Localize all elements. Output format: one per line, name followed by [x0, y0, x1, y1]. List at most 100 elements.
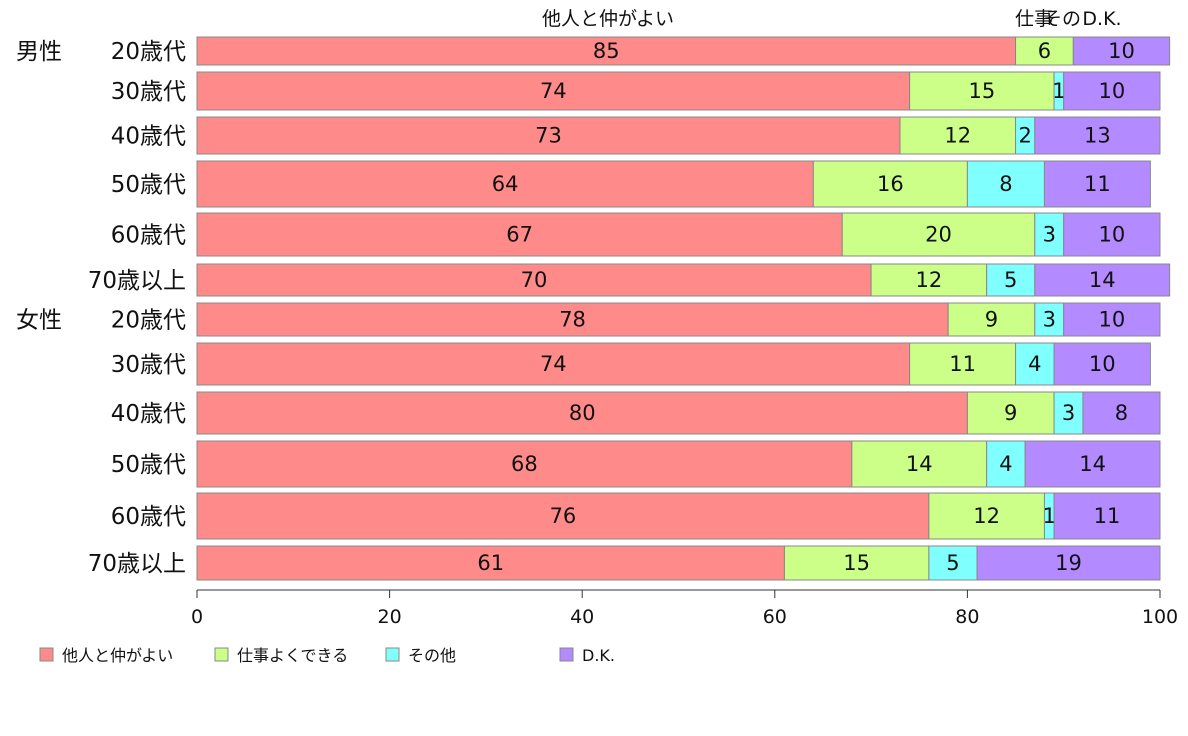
category-label: 70歳以上: [88, 551, 186, 577]
data-label: 70: [521, 268, 548, 292]
legend-swatch: [559, 647, 574, 662]
x-tick-label: 60: [763, 606, 787, 628]
bar-segment: [196, 116, 901, 155]
group-label: 男性: [16, 39, 62, 65]
x-tick-label: 100: [1142, 606, 1178, 628]
bar-segment: [976, 545, 1161, 581]
bar-segment: [196, 342, 911, 386]
data-label: 64: [492, 172, 519, 196]
data-label: 2: [1018, 124, 1031, 148]
bar-segment: [1043, 160, 1151, 208]
legend-swatch: [214, 647, 229, 662]
group-label: 女性: [16, 308, 62, 334]
data-label: 1: [1052, 79, 1065, 103]
bar-segment: [1053, 391, 1084, 435]
data-label: 19: [1055, 551, 1082, 575]
data-label: 8: [999, 172, 1012, 196]
bar-segment: [1034, 212, 1065, 257]
bar-segment: [196, 492, 930, 540]
category-label: 40歳代: [111, 401, 186, 427]
data-label: 4: [999, 452, 1012, 476]
legend-label: D.K.: [582, 646, 615, 665]
data-label: 14: [1089, 268, 1116, 292]
data-label: 85: [593, 39, 620, 63]
data-label: 11: [1094, 504, 1121, 528]
category-label: 50歳代: [111, 452, 186, 478]
data-label: 20: [925, 223, 952, 247]
bar-segment: [783, 545, 930, 581]
data-label: 10: [1089, 352, 1116, 376]
data-label: 15: [968, 79, 995, 103]
legend-swatch: [385, 647, 400, 662]
data-label: 74: [540, 352, 567, 376]
x-tick-label: 20: [378, 606, 402, 628]
data-label: 12: [944, 124, 971, 148]
legend-label: その他: [408, 646, 456, 665]
bar-segment: [870, 263, 988, 297]
top-label: D.K.: [1082, 8, 1121, 30]
bar-segment: [812, 160, 968, 208]
bar-segment: [1053, 342, 1151, 386]
bar-segment: [1024, 440, 1161, 488]
data-label: 10: [1098, 308, 1125, 332]
data-label: 16: [877, 172, 904, 196]
bar-segment: [909, 342, 1017, 386]
data-label: 80: [569, 401, 596, 425]
top-label: 他人と仲がよい: [542, 8, 674, 30]
data-label: 9: [985, 308, 998, 332]
bar-segment: [1063, 71, 1161, 111]
data-label: 15: [843, 551, 870, 575]
data-label: 68: [511, 452, 538, 476]
bar-segment: [1034, 302, 1065, 337]
bar-segment: [851, 440, 988, 488]
data-label: 11: [949, 352, 976, 376]
bar-segment: [1072, 36, 1171, 66]
bar-segment: [928, 492, 1045, 540]
data-label: 3: [1043, 308, 1056, 332]
legend-swatch: [39, 647, 54, 662]
category-label: 30歳代: [111, 79, 186, 105]
data-label: 6: [1038, 39, 1051, 63]
bar-segment: [1034, 263, 1171, 297]
data-label: 61: [477, 551, 504, 575]
category-label: 50歳代: [111, 172, 186, 198]
data-label: 9: [1004, 401, 1017, 425]
bar-segment: [1063, 212, 1161, 257]
data-label: 73: [535, 124, 562, 148]
bar-segment: [196, 440, 853, 488]
data-label: 8: [1115, 401, 1128, 425]
data-label: 5: [1004, 268, 1017, 292]
x-tick-label: 80: [955, 606, 979, 628]
data-label: 10: [1098, 223, 1125, 247]
category-label: 30歳代: [111, 352, 186, 378]
bar-segment: [196, 391, 968, 435]
top-label: その: [1043, 8, 1081, 30]
data-label: 3: [1043, 223, 1056, 247]
bar-segment: [986, 263, 1036, 297]
data-label: 3: [1062, 401, 1075, 425]
bar-segment: [196, 263, 872, 297]
x-tick-label: 0: [191, 606, 203, 628]
category-label: 40歳代: [111, 124, 186, 150]
x-tick-label: 40: [570, 606, 594, 628]
bar-segment: [1015, 342, 1055, 386]
data-label: 14: [1079, 452, 1106, 476]
data-label: 4: [1028, 352, 1041, 376]
data-label: 11: [1084, 172, 1111, 196]
bar-segment: [1082, 391, 1161, 435]
top-label: 仕事: [1015, 8, 1053, 30]
data-label: 12: [973, 504, 1000, 528]
bar-segment: [966, 391, 1055, 435]
bar-segment: [196, 545, 785, 581]
bar-segment: [947, 302, 1036, 337]
legend-label: 仕事よくできる: [237, 646, 348, 665]
bar-segment: [909, 71, 1055, 111]
bar-segment: [841, 212, 1036, 257]
data-label: 1: [1043, 504, 1056, 528]
data-label: 14: [906, 452, 933, 476]
category-label: 20歳代: [111, 39, 186, 65]
data-label: 10: [1108, 39, 1135, 63]
category-label: 20歳代: [111, 308, 186, 334]
bar-segment: [196, 302, 949, 337]
